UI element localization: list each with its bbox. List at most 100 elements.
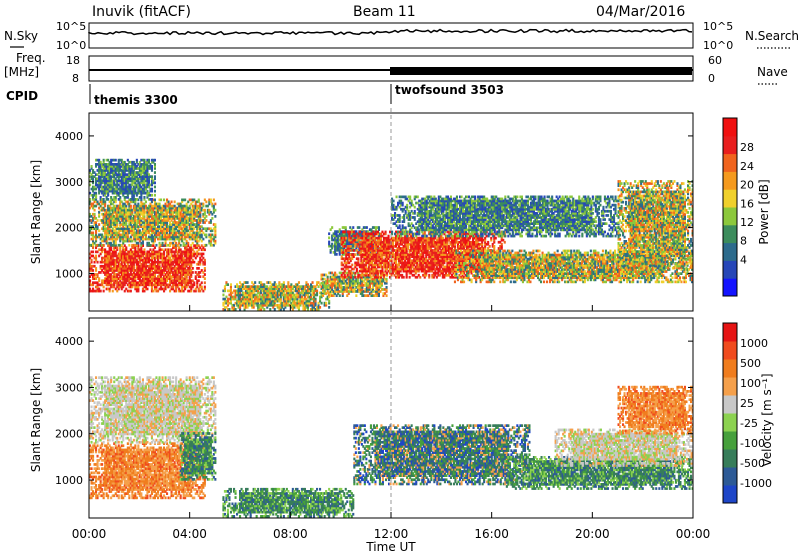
power-cell: [172, 241, 175, 245]
power-cell: [166, 254, 169, 258]
power-cell: [96, 225, 99, 228]
power-cell: [166, 204, 169, 208]
power-cell: [176, 262, 179, 266]
power-cell: [92, 185, 95, 189]
power-cell: [104, 262, 107, 266]
power-cell: [212, 206, 215, 210]
power-cell: [306, 299, 309, 303]
power-cell: [135, 208, 138, 212]
power-cell: [182, 264, 185, 268]
power-cell: [138, 208, 141, 212]
power-cell: [202, 289, 205, 293]
power-cell: [134, 269, 137, 272]
power-cell: [141, 254, 144, 258]
power-cell: [166, 252, 169, 256]
power-cell: [95, 179, 98, 183]
power-cell: [367, 257, 370, 261]
power-cell: [350, 232, 353, 236]
power-cell: [105, 267, 108, 270]
power-cell: [104, 239, 107, 243]
power-cell: [200, 252, 203, 256]
power-cell: [379, 253, 382, 256]
power-cell: [373, 281, 376, 285]
power-cell: [214, 208, 217, 212]
power-cell: [176, 243, 179, 247]
power-cell: [170, 225, 173, 228]
power-cell: [337, 230, 340, 233]
power-cell: [360, 255, 363, 258]
power-cell: [243, 299, 246, 303]
power-cell: [125, 260, 128, 264]
power-cell: [199, 221, 202, 224]
power-cell: [211, 212, 214, 216]
power-cell: [185, 229, 188, 233]
power-cell: [114, 171, 117, 174]
power-cell: [119, 217, 122, 220]
power-cell: [164, 260, 167, 264]
power-cell: [164, 273, 167, 276]
power-cell: [314, 299, 317, 303]
power-cell: [334, 244, 337, 248]
power-cell: [131, 258, 134, 262]
power-cell: [361, 286, 364, 289]
power-cell: [352, 249, 355, 252]
power-cell: [135, 221, 138, 224]
power-cell: [132, 237, 135, 241]
power-cell: [107, 260, 110, 264]
power-cell: [161, 229, 164, 233]
power-cell: [200, 202, 203, 206]
power-cell: [126, 264, 129, 268]
power-cell: [228, 308, 231, 311]
power-cell: [260, 295, 263, 299]
power-cell: [110, 275, 113, 278]
power-cell: [160, 225, 163, 228]
power-cell: [126, 165, 129, 168]
power-cell: [149, 206, 152, 210]
power-cell: [337, 234, 340, 238]
power-cell: [331, 236, 334, 240]
power-cell: [179, 277, 182, 280]
power-cell: [197, 289, 200, 293]
power-cell: [98, 279, 101, 283]
power-cell: [113, 204, 116, 208]
power-cell: [367, 275, 370, 279]
power-cell: [126, 227, 129, 231]
power-cell: [169, 212, 172, 216]
power-cell: [132, 171, 135, 174]
power-cell: [344, 228, 347, 231]
power-cell: [245, 281, 248, 284]
power-cell: [242, 299, 245, 303]
power-cell: [116, 227, 119, 231]
power-cell: [266, 299, 269, 303]
power-cell: [181, 258, 184, 262]
power-cell: [160, 235, 163, 239]
power-cell: [272, 285, 275, 288]
power-cell: [200, 229, 203, 233]
power-cell: [108, 167, 111, 170]
power-cell: [89, 175, 92, 178]
power-cell: [258, 287, 261, 291]
power-cell: [135, 269, 138, 272]
power-cell: [96, 260, 99, 264]
power-cell: [147, 258, 150, 262]
power-cell: [90, 237, 93, 241]
power-cell: [144, 285, 147, 289]
power-cell: [266, 303, 269, 307]
power-cell: [134, 212, 137, 216]
power-cell: [119, 233, 122, 237]
power-cell: [146, 212, 149, 216]
power-cell: [187, 258, 190, 262]
power-cell: [123, 223, 126, 226]
power-cell: [98, 215, 101, 218]
power-cell: [187, 254, 190, 258]
power-cell: [178, 281, 181, 285]
power-cell: [147, 279, 150, 283]
power-cell: [161, 254, 164, 258]
power-cell: [285, 291, 288, 295]
power-cell: [338, 294, 341, 297]
power-cell: [200, 281, 203, 285]
power-cell: [331, 277, 334, 281]
power-cell: [325, 287, 328, 291]
power-cell: [134, 187, 137, 191]
power-cell: [182, 252, 185, 256]
